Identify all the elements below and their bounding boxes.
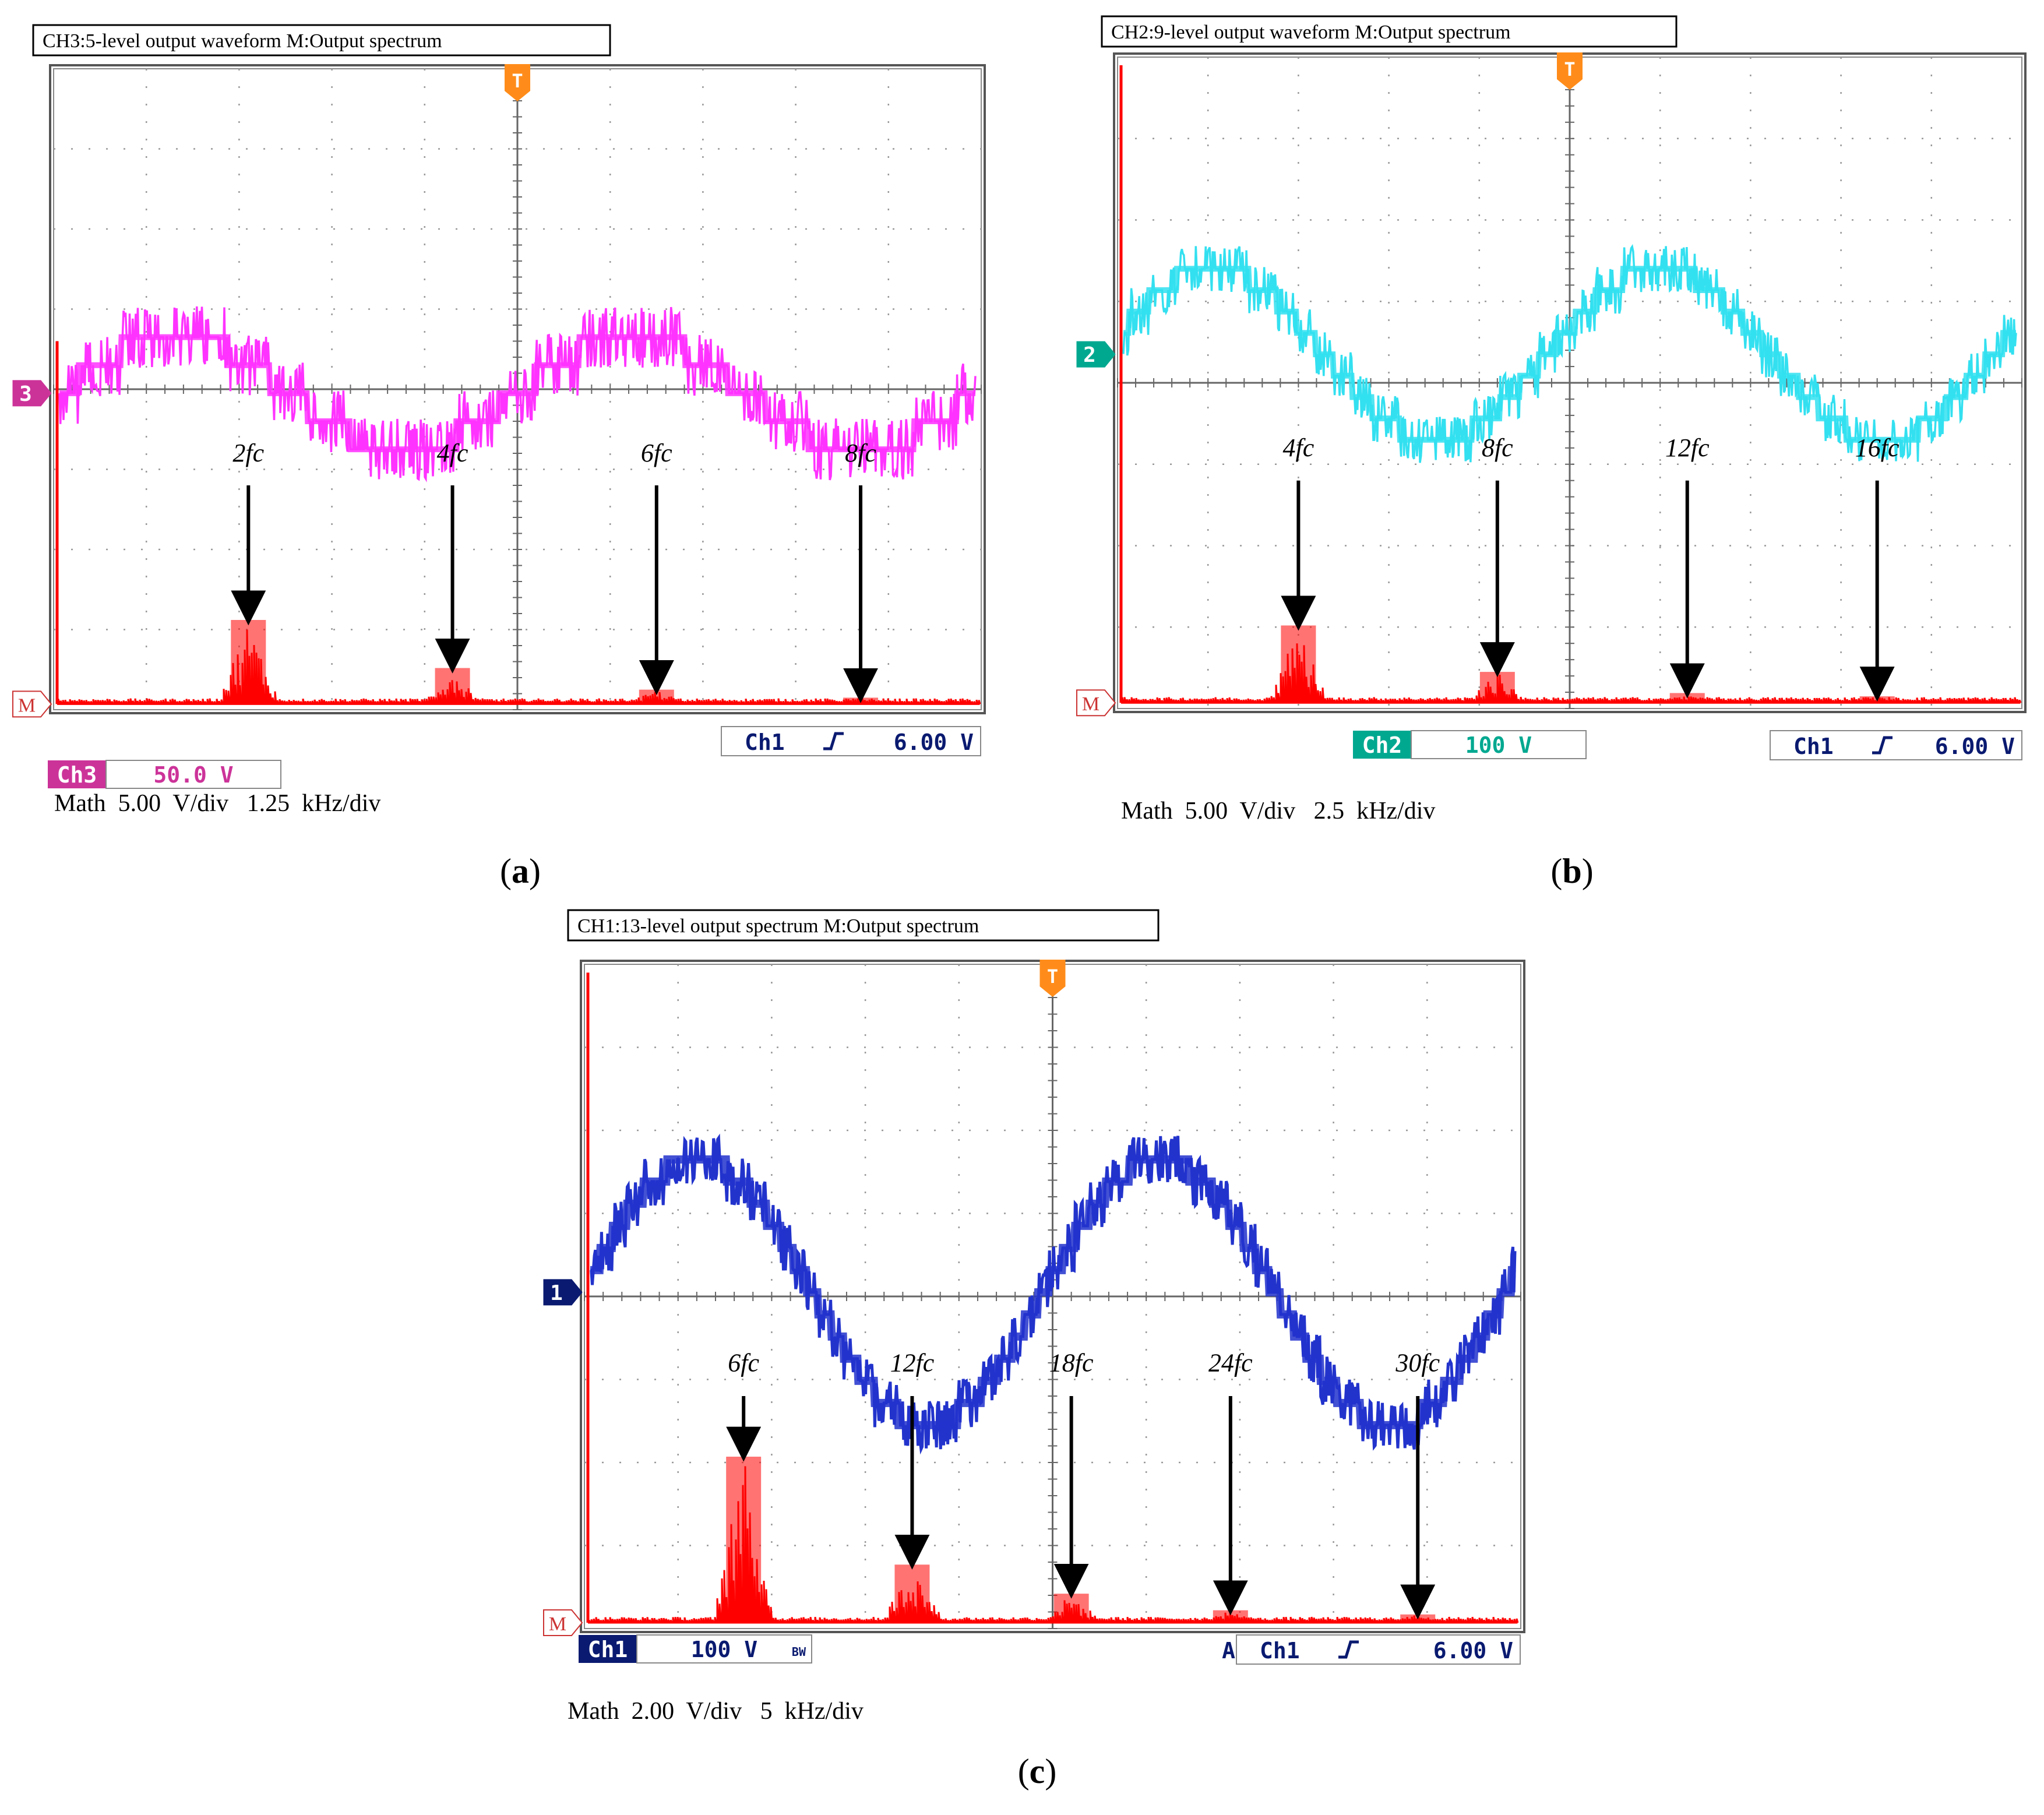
caption-letter: a — [512, 852, 529, 890]
harmonic-label: 24fc — [1208, 1348, 1253, 1377]
spectrum-peak-18fc — [1053, 1594, 1089, 1623]
spectrum-trace — [57, 629, 981, 705]
rising-edge-icon — [1338, 1640, 1359, 1659]
channel-value-box — [636, 1634, 812, 1664]
harmonic-label: 12fc — [890, 1348, 935, 1377]
trigger-channel: Ch1 — [1260, 1638, 1300, 1664]
title-box — [567, 909, 1160, 942]
caption-close: ) — [529, 852, 541, 890]
panel-caption: (b) — [1550, 852, 1593, 890]
math-marker-label: M — [1082, 693, 1099, 715]
panel-caption: (a) — [500, 852, 541, 890]
channel-value-box — [105, 760, 281, 789]
math-marker — [12, 690, 52, 718]
spectrum-peak-6fc — [639, 689, 674, 704]
trigger-marker-label: T — [1564, 58, 1575, 80]
spectrum-peak-4fc — [435, 668, 470, 704]
channel-badge-label: Ch2 — [1362, 732, 1402, 758]
spectrum-peak-8fc — [1479, 672, 1515, 703]
harmonic-label: 12fc — [1665, 434, 1710, 462]
harmonic-label: 4fc — [1283, 434, 1314, 462]
math-marker-label: M — [549, 1613, 566, 1635]
harmonic-label: 18fc — [1049, 1348, 1094, 1377]
spectrum-peak-30fc — [1400, 1614, 1436, 1623]
channel-badge — [48, 760, 106, 788]
trigger-level: 6.00 V — [1935, 734, 2015, 759]
rising-edge-icon — [823, 732, 844, 750]
channel-marker-label: 3 — [19, 382, 32, 406]
title-box — [1101, 15, 1678, 48]
title-box — [32, 24, 611, 57]
spectrum-peak-8fc — [843, 697, 879, 704]
math-scale-footer: Math 5.00 V/div 2.5 kHz/div — [1121, 798, 1435, 824]
panel-caption: (c) — [1018, 1752, 1057, 1791]
trigger-marker — [1039, 960, 1066, 997]
spectrum-peak-16fc — [1859, 696, 1895, 703]
harmonic-label: 6fc — [728, 1348, 759, 1377]
trigger-channel: Ch1 — [745, 729, 785, 755]
spectrum-peak-6fc — [726, 1457, 762, 1623]
math-marker — [543, 1609, 583, 1637]
channel-marker-label: 1 — [550, 1281, 563, 1305]
channel-value-box — [1411, 730, 1587, 759]
math-scale-footer: Math 5.00 V/div 1.25 kHz/div — [54, 790, 380, 817]
harmonic-label: 8fc — [1482, 434, 1513, 462]
trigger-marker — [505, 64, 530, 101]
math-marker — [1076, 689, 1116, 717]
channel-badge-label: Ch3 — [57, 762, 97, 788]
trigger-channel: Ch1 — [1793, 734, 1834, 759]
math-marker-label: M — [18, 695, 36, 716]
channel-value: 100 V — [691, 1637, 757, 1662]
harmonic-label: 6fc — [641, 439, 672, 467]
panel-title: CH3:5-level output waveform M:Output spe… — [43, 30, 442, 52]
spectrum-peak-12fc — [1669, 693, 1705, 703]
harmonic-label: 4fc — [437, 439, 468, 467]
caption-open: ( — [500, 852, 512, 890]
harmonic-label: 2fc — [232, 439, 264, 467]
harmonic-label: 30fc — [1395, 1348, 1440, 1377]
panel-b: CH2:9-level output waveform M:Output spe… — [1076, 15, 2027, 890]
channel-value: 50.0 V — [153, 762, 233, 788]
channel-badge — [1353, 731, 1411, 759]
acquisition-mark: A — [1222, 1638, 1235, 1664]
caption-close: ) — [1045, 1752, 1056, 1791]
waveform-envelope — [59, 334, 975, 453]
trigger-level: 6.00 V — [1433, 1638, 1513, 1664]
math-scale-footer: Math 2.00 V/div 5 kHz/div — [568, 1698, 864, 1725]
trigger-marker — [1557, 52, 1583, 90]
rising-edge-icon — [1872, 736, 1893, 755]
channel-badge — [579, 1635, 637, 1663]
waveform-envelope — [1123, 266, 2016, 443]
panel-c: CH1:13-level output spectrum M:Output sp… — [543, 909, 1525, 1791]
caption-letter: b — [1562, 852, 1581, 890]
caption-close: ) — [1582, 852, 1594, 890]
bandwidth-limit-mark: BW — [792, 1645, 806, 1659]
caption-letter: c — [1030, 1752, 1045, 1791]
harmonic-label: 16fc — [1855, 434, 1899, 462]
trigger-marker-label: T — [512, 70, 523, 92]
caption-open: ( — [1550, 852, 1562, 890]
panel-a: CH3:5-level output waveform M:Output spe… — [12, 24, 986, 890]
channel-badge-label: Ch1 — [588, 1637, 628, 1662]
trigger-readout-box — [1236, 1634, 1521, 1665]
channel-marker — [12, 380, 52, 407]
spectrum-peak-2fc — [231, 620, 266, 704]
trigger-readout-box — [721, 726, 981, 756]
channel-marker — [543, 1279, 583, 1306]
waveform-envelope — [590, 1155, 1516, 1429]
spectrum-peak-12fc — [894, 1564, 930, 1623]
caption-open: ( — [1018, 1752, 1030, 1791]
channel-marker-label: 2 — [1083, 343, 1096, 367]
spectrum-peak-4fc — [1281, 625, 1316, 703]
trigger-marker-label: T — [1047, 965, 1058, 988]
harmonic-label: 8fc — [845, 439, 876, 467]
trigger-readout-box — [1770, 730, 2022, 760]
trigger-level: 6.00 V — [894, 729, 974, 755]
spectrum-peak-24fc — [1213, 1610, 1248, 1623]
channel-value: 100 V — [1465, 732, 1532, 758]
panel-title: CH1:13-level output spectrum M:Output sp… — [577, 915, 979, 937]
panel-title: CH2:9-level output waveform M:Output spe… — [1111, 22, 1511, 43]
channel-marker — [1076, 341, 1116, 368]
